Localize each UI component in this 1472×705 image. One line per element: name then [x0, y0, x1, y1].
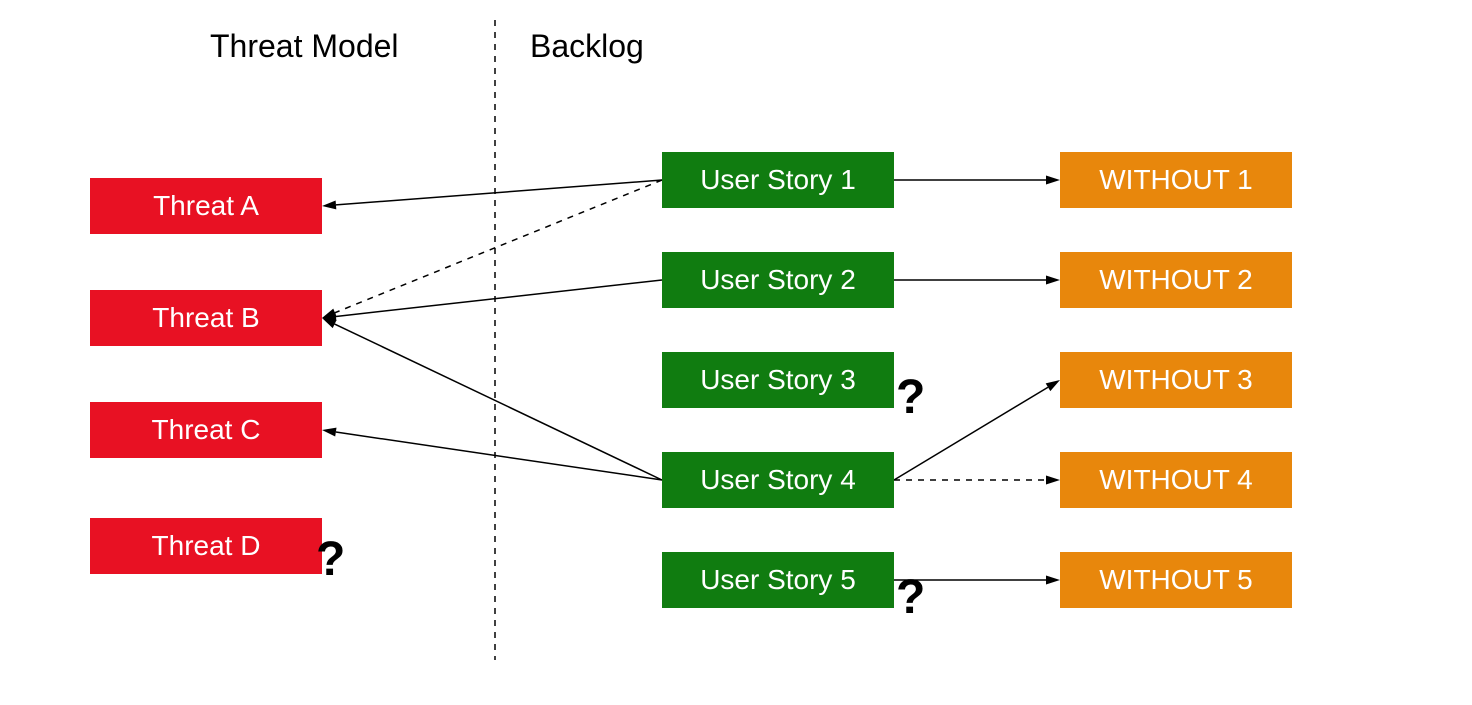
threat-box: Threat C: [90, 402, 322, 458]
user-story-box: User Story 2: [662, 252, 894, 308]
question-mark-icon: ?: [896, 570, 925, 625]
threat-box: Threat B: [90, 290, 322, 346]
edge-story-1-to-threat-a: [322, 180, 662, 209]
without-label: WITHOUT 5: [1099, 564, 1252, 596]
without-box: WITHOUT 1: [1060, 152, 1292, 208]
without-label: WITHOUT 3: [1099, 364, 1252, 396]
without-box: WITHOUT 3: [1060, 352, 1292, 408]
threat-label: Threat A: [153, 190, 259, 222]
user-story-box: User Story 1: [662, 152, 894, 208]
without-box: WITHOUT 4: [1060, 452, 1292, 508]
edge-story-1-to-threat-b: [322, 180, 662, 318]
user-story-box: User Story 5: [662, 552, 894, 608]
user-story-label: User Story 3: [700, 364, 856, 396]
edge-story-2-to-without-2: [894, 276, 1060, 285]
question-mark-icon: ?: [896, 370, 925, 425]
without-label: WITHOUT 2: [1099, 264, 1252, 296]
heading-backlog: Backlog: [530, 28, 644, 65]
user-story-label: User Story 1: [700, 164, 856, 196]
without-label: WITHOUT 4: [1099, 464, 1252, 496]
user-story-label: User Story 5: [700, 564, 856, 596]
edge-story-4-to-without-4: [894, 476, 1060, 485]
without-box: WITHOUT 2: [1060, 252, 1292, 308]
user-story-label: User Story 4: [700, 464, 856, 496]
heading-threat-model: Threat Model: [210, 28, 399, 65]
user-story-box: User Story 4: [662, 452, 894, 508]
without-label: WITHOUT 1: [1099, 164, 1252, 196]
threat-box: Threat D: [90, 518, 322, 574]
threat-label: Threat D: [152, 530, 261, 562]
threat-label: Threat B: [152, 302, 259, 334]
threat-box: Threat A: [90, 178, 322, 234]
question-mark-icon: ?: [316, 532, 345, 587]
edge-story-4-to-threat-b: [322, 318, 662, 480]
threat-label: Threat C: [152, 414, 261, 446]
edge-story-4-to-threat-c: [322, 428, 662, 480]
without-box: WITHOUT 5: [1060, 552, 1292, 608]
edge-story-1-to-without-1: [894, 176, 1060, 185]
user-story-label: User Story 2: [700, 264, 856, 296]
user-story-box: User Story 3: [662, 352, 894, 408]
edge-story-2-to-threat-b: [322, 280, 662, 321]
